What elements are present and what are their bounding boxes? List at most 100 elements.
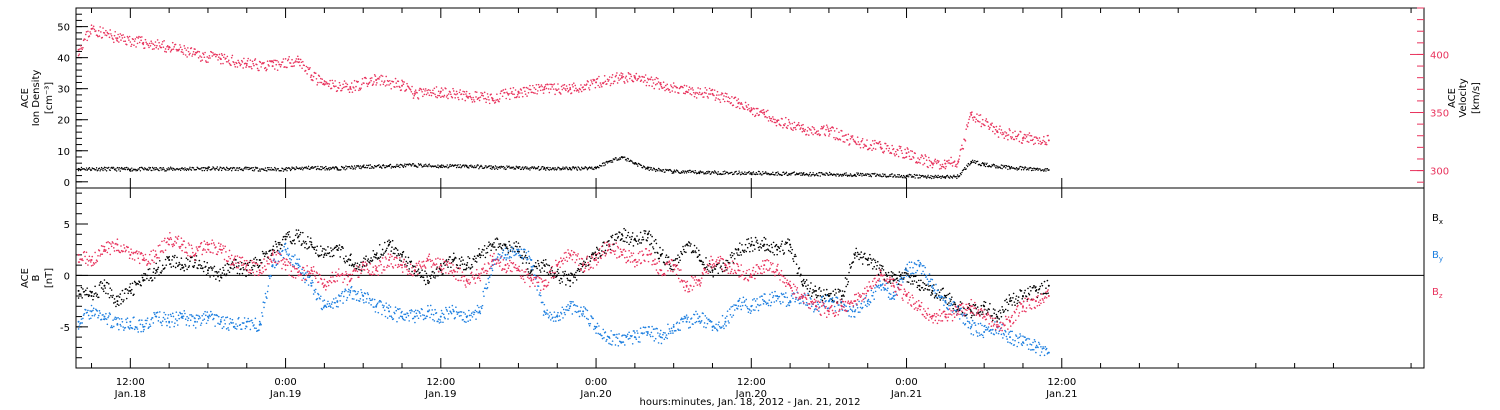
density-fill-point [378,164,380,166]
density-fill-point [428,163,431,165]
by-fill-point [403,313,405,316]
bx-fill-point [868,263,870,266]
velocity-fill-point [400,89,403,91]
velocity-fill-point [834,138,837,141]
bx-fill-point [539,269,541,271]
bx-fill-point [616,233,618,235]
density-fill-point [1042,169,1044,171]
by-fill-point [344,288,347,290]
velocity-fill-point [171,41,174,44]
velocity-fill-point [696,92,699,94]
velocity-fill-point [625,75,628,78]
bx-fill-point [187,258,189,261]
density-fill-point [305,166,308,168]
bx-fill-point [417,270,419,272]
velocity-fill-point [596,77,599,80]
by-fill-point [141,319,143,321]
bx-fill-point [350,264,353,267]
bx-fill-point [856,255,858,258]
velocity-fill-point [138,35,140,38]
density-fill-point [236,167,239,169]
bx-fill-point [717,272,720,275]
velocity-fill-point [346,83,349,86]
by-fill-point [499,257,502,259]
density-fill-point [560,167,562,170]
bx-fill-point [629,241,632,243]
by-fill-point [175,311,178,313]
density-fill-point [153,169,155,171]
density-fill-point [1030,167,1032,169]
velocity-fill-point [217,56,220,58]
bx-fill-point [938,291,941,294]
bx-point [698,253,701,256]
bx-fill-point [392,252,395,255]
by-fill-point [415,312,418,315]
bx-fill-point [77,297,80,299]
density-fill-point [111,167,114,170]
by-fill-point [346,296,349,299]
density-fill-point [476,165,478,167]
velocity-fill-point [739,103,742,105]
bx-fill-point [304,240,307,243]
velocity-fill-point [917,161,920,164]
velocity-fill-point [866,139,868,141]
velocity-fill-point [294,60,297,62]
bx-fill-point [917,284,919,287]
velocity-fill-point [153,44,156,47]
bx-fill-point [556,270,559,273]
velocity-fill-point [250,67,253,70]
bx-fill-point [562,271,564,273]
by-fill-point [205,322,208,325]
bx-fill-point [1016,302,1019,305]
density-fill-point [723,173,725,175]
density-fill-point [216,166,218,168]
velocity-fill-point [945,165,947,168]
velocity-fill-point [209,57,211,59]
density-fill-point [698,172,701,175]
by-fill-point [161,320,164,322]
by-fill-point [96,310,99,312]
velocity-fill-point [82,39,85,42]
bx-fill-point [306,247,308,250]
density-fill-point [789,172,791,175]
velocity-fill-point [307,66,309,69]
velocity-fill-point [981,118,984,121]
bx-fill-point [211,269,214,271]
bx-fill-point [109,287,112,290]
bx-fill-point [313,248,316,251]
by-point [659,336,662,339]
density-fill-point [982,162,985,165]
bx-fill-point [633,239,635,241]
by-fill-point [148,323,151,326]
density-fill-point [828,171,831,174]
velocity-fill-point [917,157,919,159]
density-fill-point [631,160,633,163]
velocity-fill-point [621,73,624,75]
by-fill-point [261,311,263,314]
density-fill-point [1001,167,1003,170]
density-fill-point [861,172,864,175]
velocity-fill-point [728,97,731,100]
by-fill-point [365,301,367,303]
velocity-fill-point [260,66,262,68]
density-fill-point [1033,167,1036,170]
density-fill-point [403,165,405,167]
velocity-fill-point [569,86,571,89]
by-fill-point [351,298,354,300]
density-fill-point [870,175,873,178]
bx-fill-point [695,251,697,254]
bx-fill-point [155,262,158,265]
bx-fill-point [381,248,384,251]
density-fill-point [824,174,827,176]
density-fill-point [683,171,685,173]
velocity-fill-point [726,100,729,103]
velocity-fill-point [342,86,345,89]
bx-fill-point [781,240,783,243]
velocity-fill-point [286,66,288,69]
velocity-point [116,37,119,40]
density-fill-point [491,168,493,170]
velocity-fill-point [350,88,352,91]
velocity-fill-point [479,96,482,98]
bx-fill-point [939,299,942,301]
